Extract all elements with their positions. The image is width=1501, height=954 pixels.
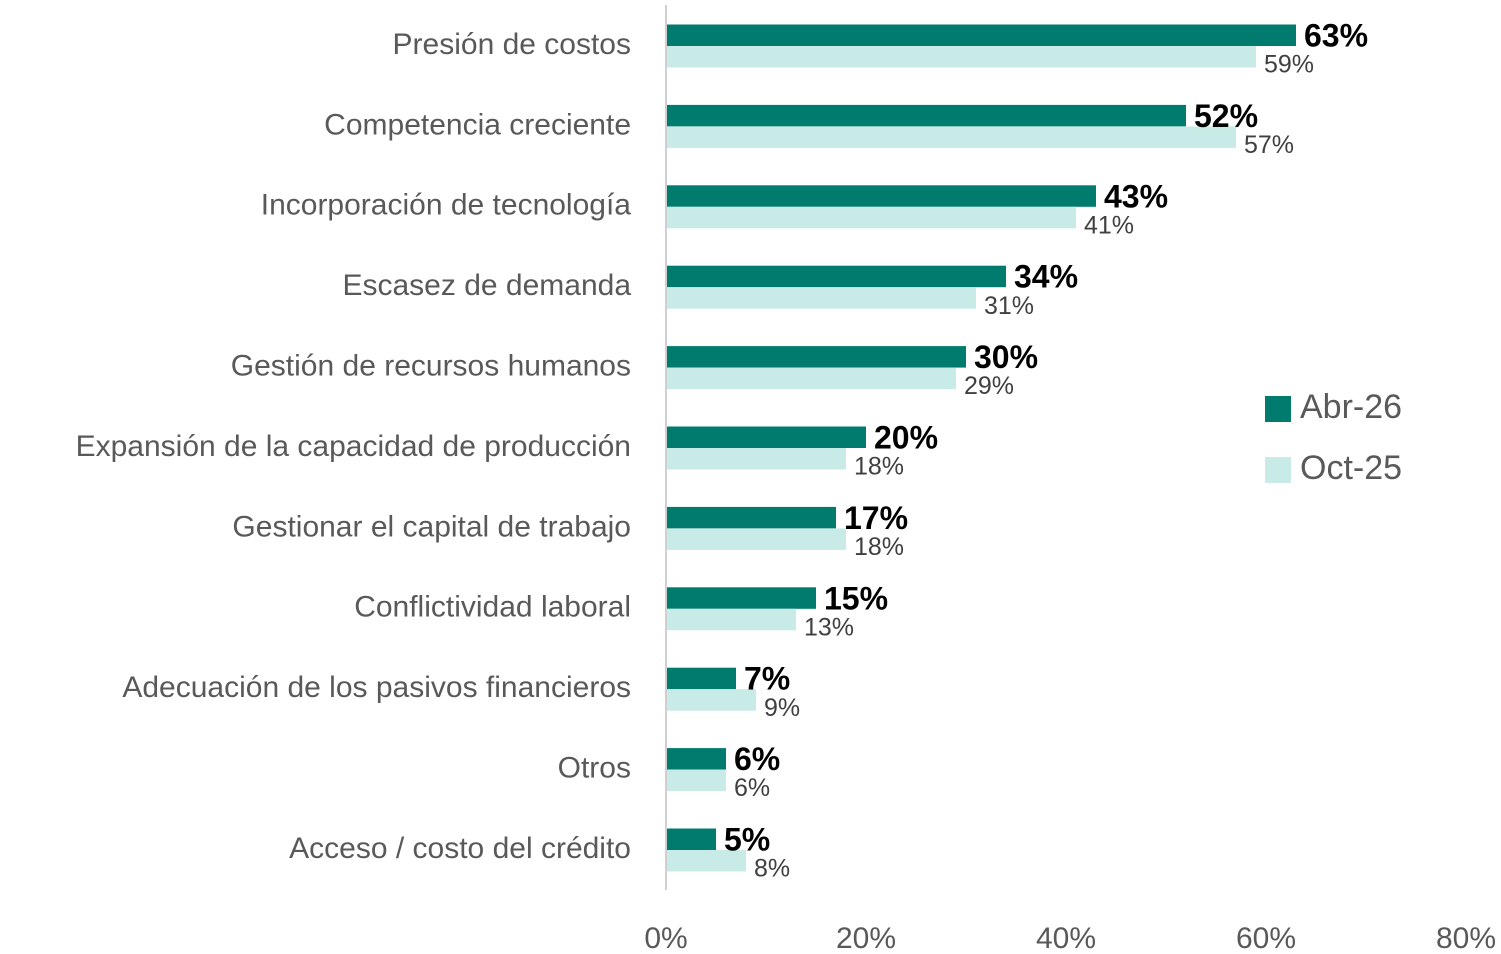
bar [666, 367, 956, 390]
y-tick-label: Escasez de demanda [342, 269, 631, 302]
data-label: 20% [874, 419, 938, 455]
bar [666, 426, 866, 448]
bar [666, 265, 1006, 288]
x-tick-label: 80% [1436, 922, 1496, 954]
y-tick-label: Otros [558, 752, 631, 785]
data-label: 30% [974, 339, 1038, 375]
data-label: 6% [734, 774, 770, 802]
bar [666, 206, 1076, 229]
data-label: 13% [804, 613, 854, 641]
y-tick-label: Acceso / costo del crédito [289, 832, 631, 865]
legend-swatch [1265, 457, 1291, 483]
bar [666, 608, 796, 631]
legend-label: Abr-26 [1300, 388, 1402, 426]
data-label: 57% [1244, 131, 1294, 159]
y-tick-label: Adecuación de los pasivos financieros [122, 671, 631, 704]
data-label: 5% [724, 821, 770, 857]
bar [666, 689, 756, 711]
data-label: 63% [1304, 17, 1368, 53]
legend-swatch [1265, 396, 1291, 422]
data-label: 18% [854, 533, 904, 561]
data-label: 7% [744, 661, 790, 697]
y-tick-label: Presión de costos [393, 28, 631, 61]
data-label: 18% [854, 453, 904, 481]
bar [666, 104, 1186, 127]
x-tick-label: 60% [1236, 922, 1296, 954]
bar [666, 748, 726, 770]
data-label: 9% [764, 694, 800, 722]
y-tick-label: Gestionar el capital de trabajo [232, 510, 631, 543]
data-label: 41% [1084, 211, 1134, 239]
data-label: 43% [1104, 178, 1168, 214]
data-label: 29% [964, 372, 1014, 400]
bar [666, 528, 846, 550]
data-label: 6% [734, 741, 780, 777]
bar [666, 185, 1096, 207]
bar [666, 448, 846, 470]
y-tick-label: Incorporación de tecnología [261, 189, 632, 222]
bar [666, 850, 746, 872]
data-label: 31% [984, 292, 1034, 320]
bar [666, 346, 966, 368]
y-tick-label: Expansión de la capacidad de producción [76, 430, 631, 463]
bar [666, 287, 976, 309]
data-label: 17% [844, 500, 908, 536]
bar [666, 769, 726, 792]
bar [666, 667, 736, 690]
y-tick-label: Competencia creciente [324, 108, 631, 141]
bar [666, 24, 1296, 46]
bar [666, 587, 816, 609]
bar [666, 46, 1256, 68]
data-label: 15% [824, 580, 888, 616]
bar [666, 828, 716, 850]
data-label: 59% [1264, 51, 1314, 79]
y-tick-label: Gestión de recursos humanos [231, 350, 631, 383]
x-tick-label: 20% [836, 922, 896, 954]
x-tick-label: 40% [1036, 922, 1096, 954]
data-label: 34% [1014, 259, 1078, 295]
x-tick-label: 0% [644, 922, 687, 954]
y-tick-label: Conflictividad laboral [354, 591, 631, 624]
legend-label: Oct-25 [1300, 449, 1402, 487]
bar [666, 506, 836, 529]
data-label: 52% [1194, 98, 1258, 134]
data-label: 8% [754, 855, 790, 883]
bar [666, 126, 1236, 148]
